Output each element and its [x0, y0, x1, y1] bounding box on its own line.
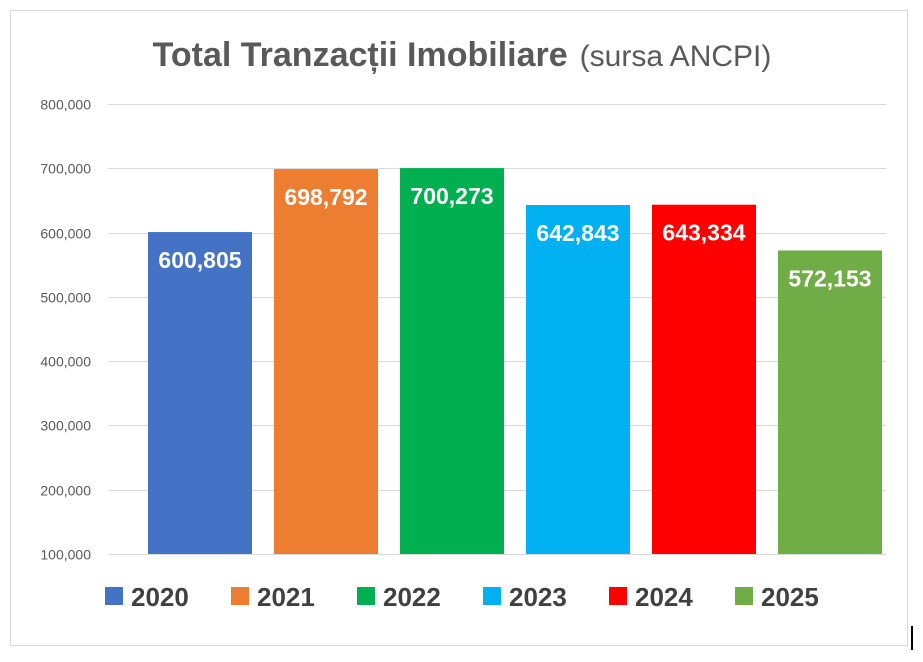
data-labels: 600,805 698,792 700,273 642,843 643,334 572,1… — [158, 183, 871, 291]
data-label-2023: 642,843 — [536, 220, 619, 246]
legend-swatch-2020 — [105, 587, 123, 605]
y-tick-label: 500,000 — [40, 290, 91, 306]
chart-title-source: (sursa ANCPI) — [580, 40, 772, 73]
y-tick-label: 600,000 — [40, 226, 91, 242]
y-tick-label: 400,000 — [40, 354, 91, 370]
bar-2021 — [274, 169, 378, 554]
legend: 2020 2021 2022 2023 2024 2025 — [105, 582, 819, 612]
y-tick-label: 100,000 — [40, 547, 91, 563]
legend-swatch-2022 — [357, 587, 375, 605]
text-cursor — [911, 626, 913, 650]
legend-label-2021: 2021 — [257, 582, 315, 612]
legend-swatch-2021 — [231, 587, 249, 605]
legend-label-2023: 2023 — [509, 582, 567, 612]
y-tick-label: 800,000 — [40, 97, 91, 113]
bars — [148, 168, 882, 555]
data-label-2022: 700,273 — [410, 183, 493, 209]
data-label-2025: 572,153 — [788, 265, 871, 291]
legend-swatch-2023 — [483, 587, 501, 605]
chart-title-main: Total Tranzacții Imobiliare — [153, 36, 568, 74]
bar-2020 — [148, 232, 252, 554]
bar-2024 — [652, 204, 756, 554]
data-label-2021: 698,792 — [284, 184, 367, 210]
bar-2022 — [400, 168, 504, 554]
legend-label-2025: 2025 — [761, 582, 819, 612]
y-tick-label: 200,000 — [40, 483, 91, 499]
data-label-2020: 600,805 — [158, 247, 241, 273]
bar-2025 — [778, 250, 882, 554]
legend-swatch-2025 — [735, 587, 753, 605]
data-label-2024: 643,334 — [662, 220, 745, 246]
legend-label-2024: 2024 — [635, 582, 693, 612]
y-axis-ticks: 100,000 200,000 300,000 400,000 500,000 600,0… — [40, 97, 91, 563]
legend-swatch-2024 — [609, 587, 627, 605]
legend-label-2022: 2022 — [383, 582, 441, 612]
bar-2023 — [526, 205, 630, 555]
legend-label-2020: 2020 — [131, 582, 189, 612]
chart-title: Total Tranzacții Imobiliare (sursa ANCPI) — [153, 36, 772, 74]
y-tick-label: 300,000 — [40, 418, 91, 434]
y-tick-label: 700,000 — [40, 161, 91, 177]
